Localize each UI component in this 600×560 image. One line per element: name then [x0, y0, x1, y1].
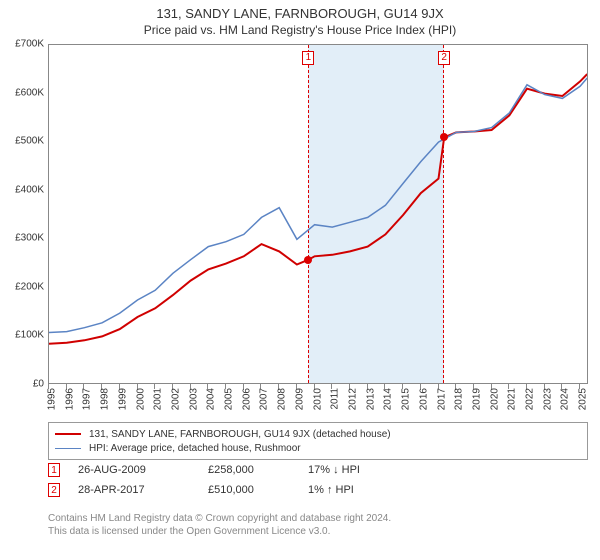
chart-title: 131, SANDY LANE, FARNBOROUGH, GU14 9JX [0, 0, 600, 21]
x-axis-label: 2013 [365, 388, 376, 410]
x-axis-label: 2015 [401, 388, 412, 410]
sale-marker-badge: 2 [438, 51, 450, 65]
sales-table: 1 26-AUG-2009 £258,000 17% ↓ HPI 2 28-AP… [48, 460, 588, 500]
sale-badge: 2 [48, 483, 60, 497]
legend-label: HPI: Average price, detached house, Rush… [89, 443, 301, 454]
legend-label: 131, SANDY LANE, FARNBOROUGH, GU14 9JX (… [89, 429, 391, 440]
x-axis-label: 2001 [153, 388, 164, 410]
footer-line: This data is licensed under the Open Gov… [48, 525, 588, 538]
sale-badge: 1 [48, 463, 60, 477]
x-axis-label: 2016 [418, 388, 429, 410]
sale-marker-badge: 1 [302, 51, 314, 65]
x-axis-label: 1996 [64, 388, 75, 410]
x-axis-label: 2003 [188, 388, 199, 410]
legend-item: 131, SANDY LANE, FARNBOROUGH, GU14 9JX (… [55, 427, 581, 441]
series-line [49, 78, 587, 333]
sale-row: 1 26-AUG-2009 £258,000 17% ↓ HPI [48, 460, 588, 480]
sale-delta: 1% ↑ HPI [308, 484, 408, 496]
legend-box: 131, SANDY LANE, FARNBOROUGH, GU14 9JX (… [48, 422, 588, 460]
x-axis-label: 1998 [100, 388, 111, 410]
legend-item: HPI: Average price, detached house, Rush… [55, 441, 581, 455]
x-axis-label: 2023 [542, 388, 553, 410]
x-axis-label: 2004 [206, 388, 217, 410]
sale-delta: 17% ↓ HPI [308, 464, 408, 476]
y-axis-label: £700K [15, 39, 44, 50]
sale-price: £258,000 [208, 464, 308, 476]
y-axis-label: £200K [15, 281, 44, 292]
x-axis-label: 1997 [82, 388, 93, 410]
x-axis-label: 2019 [471, 388, 482, 410]
sale-date: 28-APR-2017 [78, 484, 208, 496]
chart-lines [49, 45, 588, 384]
footer-attribution: Contains HM Land Registry data © Crown c… [48, 512, 588, 538]
y-axis-label: £400K [15, 184, 44, 195]
x-axis-label: 2022 [525, 388, 536, 410]
x-axis-label: 2010 [312, 388, 323, 410]
sale-date: 26-AUG-2009 [78, 464, 208, 476]
y-axis-label: £600K [15, 87, 44, 98]
x-axis-label: 2007 [259, 388, 270, 410]
x-axis-label: 2021 [507, 388, 518, 410]
chart-subtitle: Price paid vs. HM Land Registry's House … [0, 21, 600, 43]
x-axis-label: 2008 [277, 388, 288, 410]
x-axis-label: 2025 [578, 388, 589, 410]
x-axis-label: 2009 [294, 388, 305, 410]
y-axis-label: £500K [15, 136, 44, 147]
x-axis-label: 1995 [47, 388, 58, 410]
x-axis-label: 2017 [436, 388, 447, 410]
chart-container: 131, SANDY LANE, FARNBOROUGH, GU14 9JX P… [0, 0, 600, 560]
x-axis-label: 2012 [347, 388, 358, 410]
sale-marker-dot-1 [304, 256, 312, 264]
x-axis-label: 2018 [454, 388, 465, 410]
x-axis-label: 2011 [330, 388, 341, 410]
x-axis-label: 1999 [117, 388, 128, 410]
footer-line: Contains HM Land Registry data © Crown c… [48, 512, 588, 525]
y-axis-label: £0 [33, 379, 44, 390]
plot-region: 12 [48, 44, 588, 384]
y-axis-label: £300K [15, 233, 44, 244]
x-axis-label: 2000 [135, 388, 146, 410]
x-axis-label: 2002 [170, 388, 181, 410]
y-axis-label: £100K [15, 330, 44, 341]
x-axis-label: 2024 [560, 388, 571, 410]
x-axis-label: 2005 [224, 388, 235, 410]
legend-swatch-1 [55, 433, 81, 435]
sale-price: £510,000 [208, 484, 308, 496]
x-axis-label: 2006 [241, 388, 252, 410]
x-axis-label: 2014 [383, 388, 394, 410]
x-axis-label: 2020 [489, 388, 500, 410]
sale-marker-dot-2 [440, 133, 448, 141]
legend-swatch-2 [55, 448, 81, 449]
sale-row: 2 28-APR-2017 £510,000 1% ↑ HPI [48, 480, 588, 500]
chart-area: 12 £0£100K£200K£300K£400K£500K£600K£700K… [48, 44, 588, 384]
